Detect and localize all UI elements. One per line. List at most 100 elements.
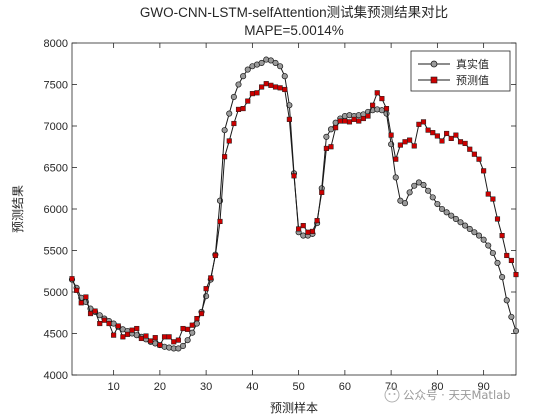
data-point-predicted — [106, 320, 112, 327]
data-point-predicted — [226, 138, 232, 144]
data-point-actual — [179, 342, 187, 350]
data-point-predicted — [402, 139, 408, 145]
data-point-actual — [401, 200, 409, 207]
data-point-predicted — [194, 316, 200, 322]
data-point-actual — [512, 327, 520, 335]
data-point-actual — [466, 225, 473, 232]
y-axis: 4000 4500 5000 5500 6000 6500 7000 7500 8000 — [44, 38, 516, 382]
data-point-predicted — [296, 226, 302, 232]
data-point-predicted — [337, 118, 343, 124]
data-point-actual — [452, 215, 459, 223]
data-point-predicted — [259, 84, 265, 90]
data-point-actual — [448, 212, 455, 219]
x-tick-label: 10 — [108, 381, 120, 393]
legend-marker-actual — [430, 60, 438, 68]
x-tick-label: 60 — [339, 381, 351, 393]
data-point-actual — [378, 107, 385, 114]
data-point-predicted — [212, 252, 218, 259]
data-point-predicted — [185, 326, 191, 332]
data-point-predicted — [439, 138, 445, 144]
chart-title: GWO-CNN-LSTM-selfAttention测试集预测结果对比 — [140, 5, 448, 20]
data-point-actual — [189, 329, 196, 336]
data-point-actual — [499, 274, 506, 281]
data-point-predicted — [499, 233, 505, 239]
data-point-actual — [443, 209, 450, 216]
data-point-predicted — [346, 119, 353, 125]
data-point-predicted — [157, 342, 163, 348]
data-point-actual — [434, 200, 441, 208]
data-point-actual — [475, 232, 483, 239]
watermark: 公众号 · 天天Matlab — [384, 387, 511, 403]
data-point-actual — [240, 73, 247, 80]
data-point-predicted — [286, 116, 292, 122]
data-point-predicted — [208, 275, 214, 281]
y-tick-label: 5000 — [44, 287, 68, 299]
data-point-predicted — [300, 223, 306, 229]
data-point-predicted — [115, 323, 121, 329]
data-point-actual — [471, 229, 478, 236]
series-predicted — [69, 81, 519, 348]
data-point-predicted — [444, 130, 450, 137]
x-axis-label: 预测样本 — [270, 400, 318, 415]
data-point-predicted — [180, 325, 186, 332]
data-point-predicted — [513, 272, 519, 278]
data-point-predicted — [328, 144, 334, 150]
data-point-actual — [323, 133, 330, 140]
data-point-predicted — [235, 106, 242, 112]
data-point-predicted — [198, 311, 205, 317]
data-point-predicted — [175, 337, 181, 343]
data-point-predicted — [365, 113, 371, 119]
data-point-predicted — [87, 311, 94, 317]
y-tick-label: 8000 — [44, 38, 68, 50]
data-point-predicted — [124, 331, 131, 337]
data-point-actual — [272, 59, 279, 66]
legend-box — [410, 50, 511, 92]
data-point-predicted — [397, 142, 403, 148]
data-point-predicted — [161, 334, 168, 340]
legend: 真实值 预测值 — [410, 50, 511, 92]
legend-label-actual: 真实值 — [456, 57, 489, 71]
x-tick-label: 30 — [200, 381, 212, 393]
data-point-predicted — [291, 173, 297, 179]
data-point-predicted — [282, 86, 288, 93]
data-point-predicted — [254, 90, 260, 96]
data-point-predicted — [370, 102, 376, 108]
data-point-predicted — [374, 90, 380, 96]
y-tick-label: 7500 — [44, 80, 68, 92]
data-point-predicted — [333, 125, 339, 131]
data-point-actual — [230, 93, 237, 101]
data-point-predicted — [504, 252, 510, 259]
y-axis-label: 预测结果 — [11, 185, 25, 233]
data-point-predicted — [129, 327, 135, 333]
data-point-actual — [267, 57, 274, 64]
data-point-actual — [406, 189, 413, 196]
data-point-actual — [397, 197, 404, 204]
data-point-predicted — [203, 286, 209, 292]
y-tick-label: 4500 — [44, 329, 68, 341]
data-point-actual — [184, 337, 191, 344]
data-point-actual — [277, 63, 284, 70]
data-point-actual — [438, 205, 446, 213]
wechat-icon-eye-left — [388, 393, 391, 395]
data-point-actual — [392, 174, 399, 181]
wechat-icon-eye-right — [393, 393, 396, 395]
data-point-predicted — [383, 106, 390, 112]
data-point-predicted — [323, 145, 329, 151]
data-point-predicted — [138, 335, 144, 342]
data-point-predicted — [148, 338, 154, 344]
data-point-actual — [508, 313, 515, 320]
data-point-actual — [110, 320, 117, 327]
data-point-predicted — [74, 287, 80, 293]
legend-marker-predicted — [430, 76, 438, 84]
x-tick-label: 70 — [385, 381, 397, 393]
data-point-predicted — [342, 118, 348, 124]
watermark-text: 公众号 · 天天Matlab — [403, 388, 511, 402]
data-point-predicted — [448, 135, 454, 141]
x-tick-label: 20 — [154, 381, 166, 393]
data-point-predicted — [245, 98, 251, 104]
data-point-predicted — [277, 85, 283, 91]
data-point-actual — [244, 66, 251, 73]
data-point-actual — [226, 110, 233, 117]
data-point-predicted — [485, 191, 491, 197]
